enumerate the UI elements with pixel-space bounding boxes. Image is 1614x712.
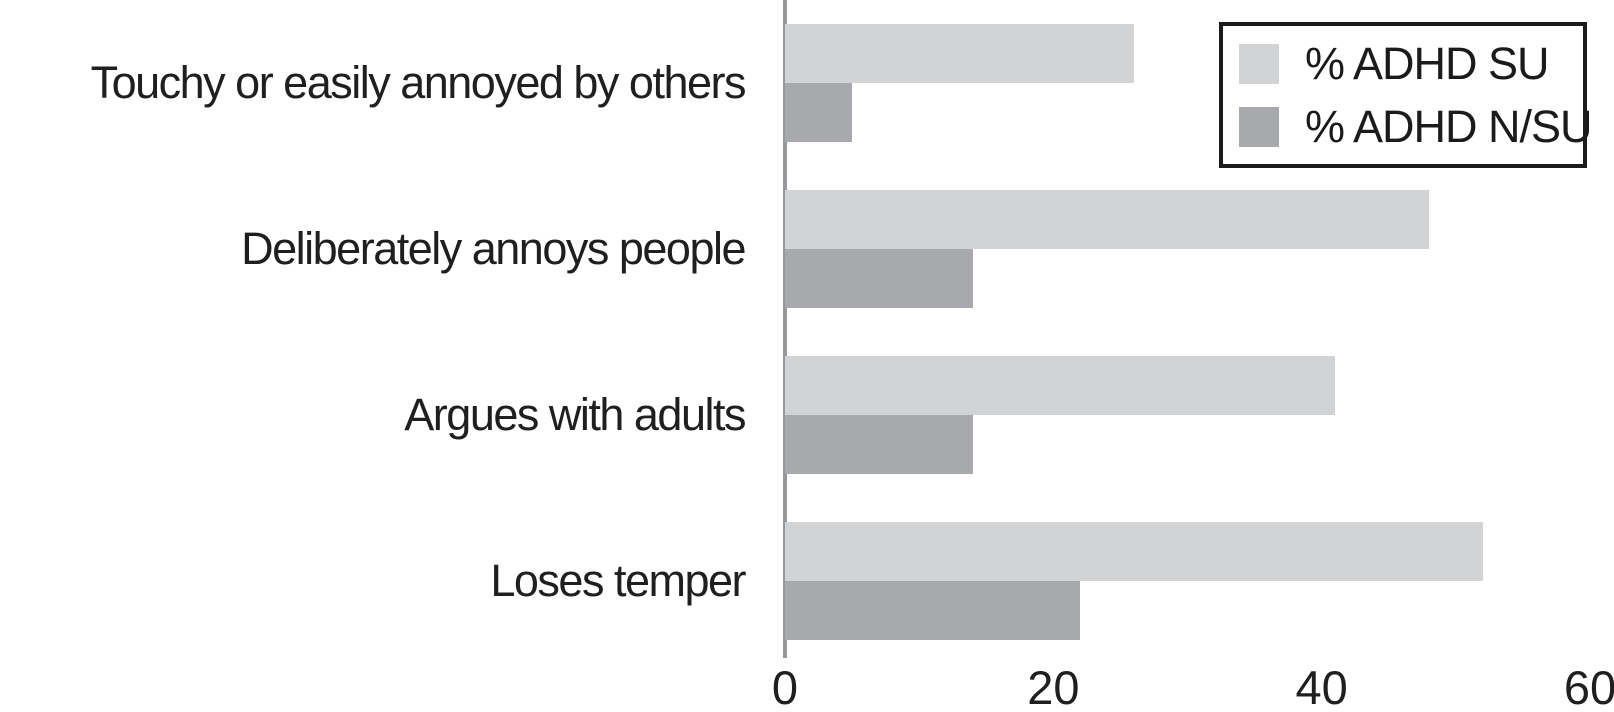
x-tick-label: 40 [1295, 661, 1348, 712]
category-label: Deliberately annoys people [241, 223, 746, 274]
category-label: Touchy or easily annoyed by others [90, 57, 747, 108]
bar-adhd-nsu [785, 83, 852, 142]
legend: % ADHD SU % ADHD N/SU [1219, 22, 1593, 168]
bar-adhd-su [785, 522, 1483, 581]
legend-label-su: % ADHD SU [1305, 37, 1550, 89]
legend-entry-su: % ADHD SU [1239, 38, 1583, 90]
bar-adhd-su [785, 190, 1429, 249]
x-tick-label: 60 [1563, 661, 1614, 712]
bar-adhd-nsu [785, 249, 973, 308]
legend-swatch-su [1239, 43, 1279, 84]
bar-adhd-nsu [785, 581, 1080, 640]
bar-adhd-nsu [785, 415, 973, 474]
bar-adhd-su [785, 24, 1134, 83]
bar-adhd-su [785, 356, 1335, 415]
x-tick-label: 0 [771, 661, 799, 712]
legend-label-nsu: % ADHD N/SU [1305, 100, 1593, 152]
x-tick-label: 20 [1027, 661, 1080, 712]
category-label: Loses temper [490, 555, 746, 606]
category-label: Argues with adults [404, 389, 746, 440]
x-axis-line [783, 0, 787, 658]
legend-entry-nsu: % ADHD N/SU [1239, 101, 1593, 153]
legend-swatch-nsu [1239, 106, 1279, 147]
